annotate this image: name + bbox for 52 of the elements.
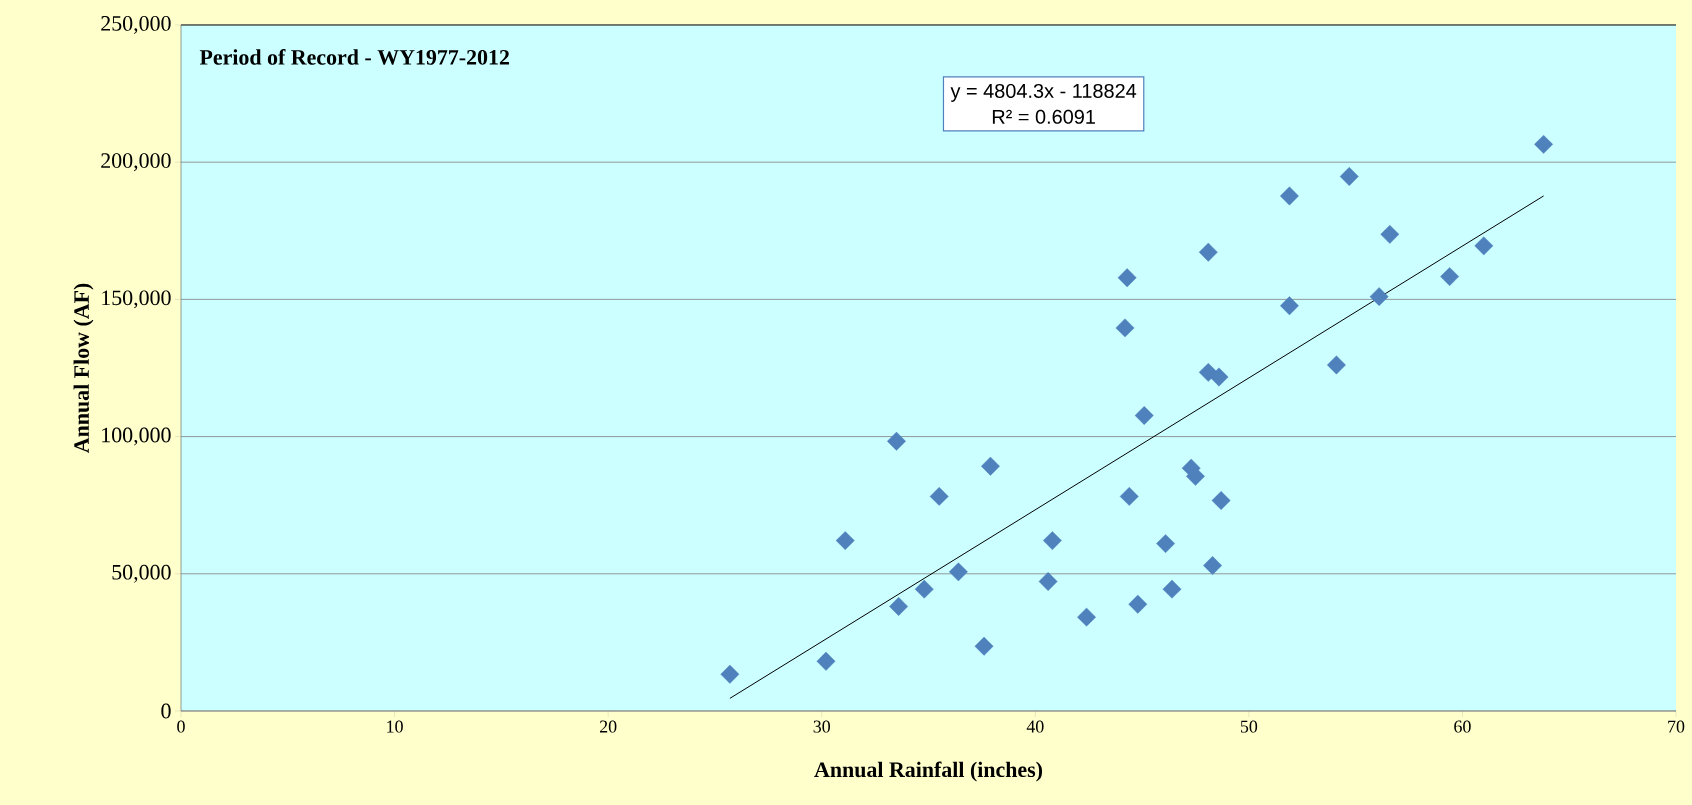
point <box>974 636 994 656</box>
y-tick-label: 150,000 <box>102 290 171 309</box>
point <box>1474 236 1494 256</box>
point <box>1211 491 1231 510</box>
x-tick-label: 20 <box>599 720 617 733</box>
point <box>1077 607 1096 627</box>
x-tick-label: 40 <box>1026 720 1044 733</box>
point <box>720 664 740 684</box>
text: Period of Record - WY1977-2012 <box>199 49 509 65</box>
point <box>929 487 949 506</box>
point <box>1115 318 1135 338</box>
point <box>914 579 934 599</box>
point <box>1134 406 1154 425</box>
point <box>1534 134 1553 154</box>
annotation: y = 4804.3x - 118824 <box>950 83 1137 102</box>
point <box>1203 556 1222 575</box>
x-tick-label: 70 <box>1668 720 1685 733</box>
point <box>1162 579 1182 599</box>
x-tick-label: 30 <box>813 720 831 733</box>
x-tick-label: 60 <box>1454 720 1471 733</box>
y-tick-label: 0 <box>161 703 171 719</box>
point <box>1440 267 1460 286</box>
y-axis-title: Annual Flow (AF) <box>73 283 94 454</box>
y-tick-label: 50,000 <box>112 564 171 583</box>
point <box>816 651 836 671</box>
point <box>1369 287 1389 307</box>
point <box>1327 355 1346 375</box>
point <box>1280 186 1299 206</box>
point <box>1042 531 1062 550</box>
point <box>981 456 1000 476</box>
y-tick-label: 250,000 <box>101 16 171 34</box>
x-axis-title: Annual Rainfall (inches) <box>814 761 1043 782</box>
point <box>1280 296 1299 316</box>
x-tick-label: 10 <box>387 720 403 733</box>
point <box>1198 242 1218 262</box>
point <box>1119 487 1139 506</box>
y-tick-label: 100,000 <box>102 427 171 446</box>
point <box>1339 167 1359 186</box>
point <box>949 562 968 582</box>
point <box>835 531 855 550</box>
x-tick-label: 0 <box>177 720 185 733</box>
point <box>1038 572 1058 591</box>
y-tick-label: 200,000 <box>101 153 171 172</box>
point <box>1117 268 1137 288</box>
point <box>1380 224 1400 244</box>
point <box>1128 594 1148 614</box>
point <box>887 431 906 451</box>
point <box>1156 534 1175 553</box>
point <box>889 597 909 616</box>
x-tick-label: 50 <box>1240 720 1258 733</box>
point <box>1209 367 1229 387</box>
annotation: R² = 0.6091 <box>992 109 1095 124</box>
